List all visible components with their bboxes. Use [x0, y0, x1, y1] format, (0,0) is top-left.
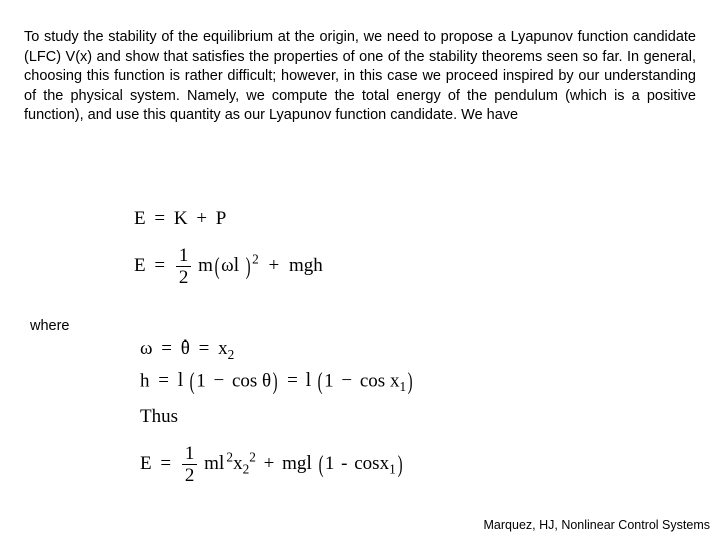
theta: θ [262, 370, 271, 391]
equals: = [199, 338, 210, 359]
var-K: K [174, 208, 188, 229]
citation: Marquez, HJ, Nonlinear Control Systems [484, 518, 710, 532]
minus: - [341, 453, 347, 474]
omega: ω [140, 338, 153, 359]
where-label: where [30, 318, 70, 334]
equals: = [160, 453, 171, 474]
equals: = [287, 370, 298, 391]
cos: cos [232, 370, 257, 391]
thus-label: Thus [140, 406, 178, 428]
one: 1 [324, 370, 334, 391]
mgh: mgh [289, 255, 323, 276]
equation-energy-expanded: E = 1 2 m(ωl )2 + mgh [134, 246, 323, 287]
lparen: ( [318, 368, 323, 396]
equation-energy-sum: E = K + P [134, 208, 226, 230]
var-m: m [204, 453, 219, 474]
omega: ω [221, 255, 234, 276]
equals: = [161, 338, 172, 359]
var-E: E [134, 255, 146, 276]
sub-1: 1 [389, 462, 396, 477]
equals: = [154, 255, 165, 276]
lparen: ( [215, 253, 220, 281]
var-l: l [306, 369, 312, 392]
theta-dot: θ [181, 338, 190, 360]
var-l: l [234, 254, 240, 277]
lparen: ( [318, 451, 323, 479]
equation-omega: ω = θ = x2 [140, 338, 234, 363]
var-x: x [380, 453, 390, 474]
lparen: ( [190, 368, 195, 396]
minus: − [341, 370, 352, 391]
sub-1: 1 [399, 379, 406, 394]
equals: = [154, 208, 165, 229]
equals: = [158, 370, 169, 391]
intro-paragraph: To study the stability of the equilibriu… [24, 28, 696, 126]
cos: cos [354, 453, 379, 474]
minus: − [214, 370, 225, 391]
rparen: ) [408, 368, 413, 396]
squared: 2 [249, 450, 256, 465]
numerator: 1 [176, 246, 192, 266]
mg: mg [282, 453, 306, 474]
one: 1 [196, 370, 206, 391]
var-l: l [306, 452, 312, 475]
var-l: l [178, 369, 184, 392]
plus: + [269, 255, 280, 276]
plus: + [264, 453, 275, 474]
rparen: ) [246, 253, 251, 281]
var-x: x [233, 453, 243, 474]
denominator: 2 [182, 464, 198, 485]
squared: 2 [252, 252, 259, 267]
denominator: 2 [176, 266, 192, 287]
sub-2: 2 [228, 347, 235, 362]
fraction-half: 1 2 [176, 246, 192, 287]
var-E: E [140, 453, 152, 474]
rparen: ) [273, 368, 278, 396]
rparen: ) [397, 451, 402, 479]
var-E: E [134, 208, 146, 229]
plus: + [196, 208, 207, 229]
var-x: x [390, 370, 400, 391]
var-m: m [198, 255, 213, 276]
fraction-half: 1 2 [182, 444, 198, 485]
equation-h: h = l (1 − cos θ) = l (1 − cos x1) [140, 368, 414, 396]
cos: cos [360, 370, 385, 391]
one: 1 [325, 453, 335, 474]
equation-energy-final: E = 1 2 ml2x22 + mgl (1 - cosx1) [140, 444, 404, 485]
var-h: h [140, 370, 150, 391]
var-x: x [218, 338, 228, 359]
numerator: 1 [182, 444, 198, 464]
var-P: P [216, 208, 227, 229]
var-l: l [219, 452, 225, 475]
